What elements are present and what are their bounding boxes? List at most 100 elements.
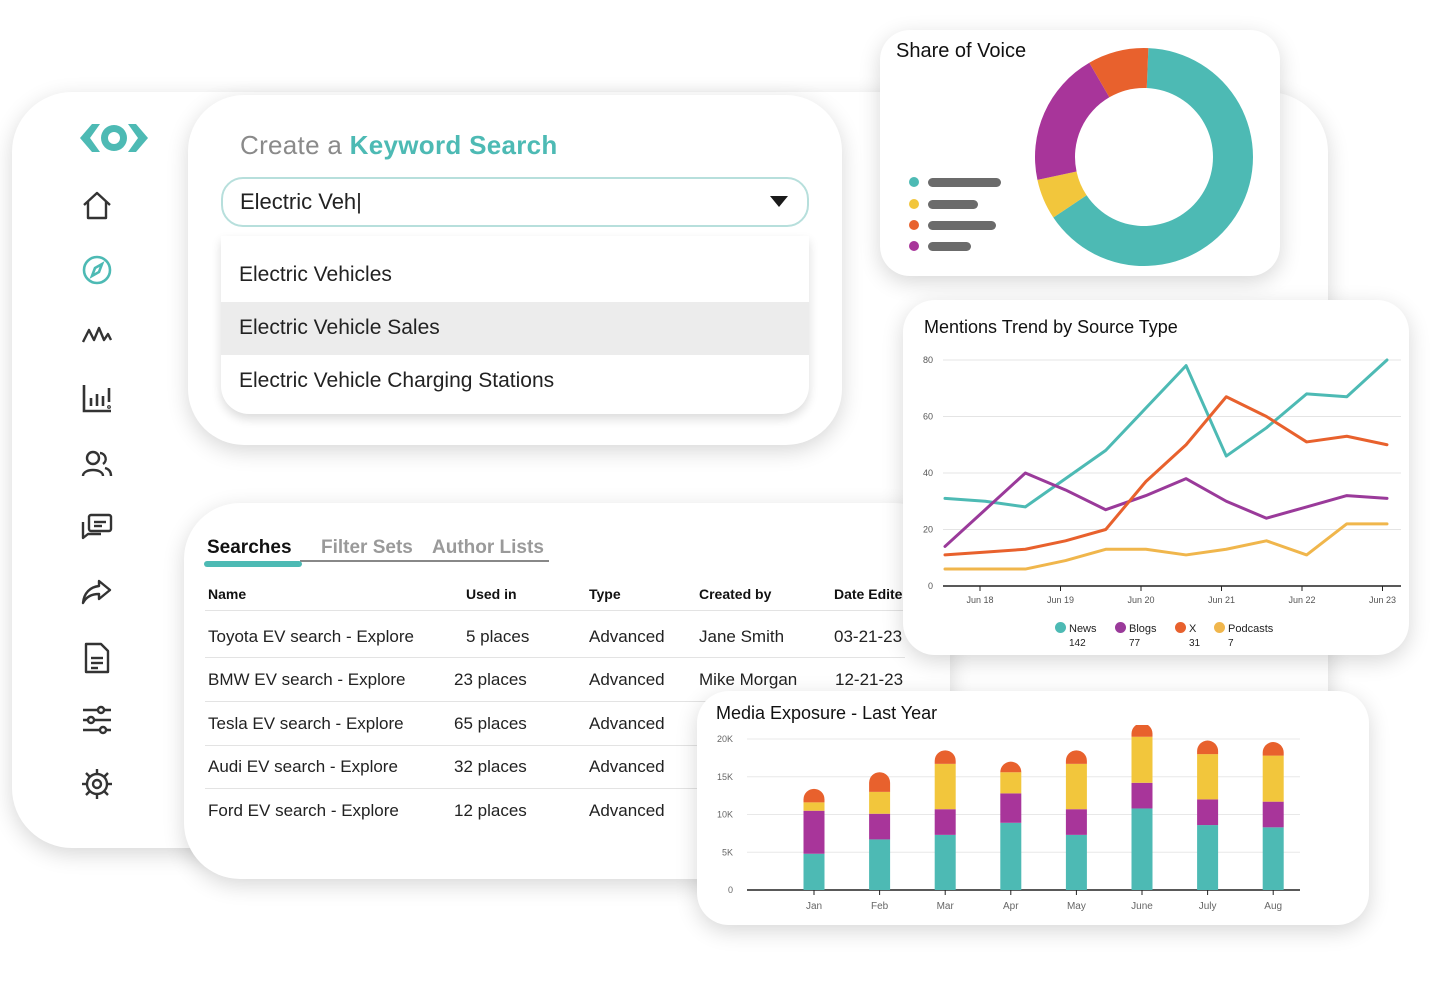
cell-used-in: 5 places [466, 627, 530, 646]
suggestion-item-highlighted[interactable]: Electric Vehicle Sales [221, 302, 809, 355]
x-tick-label: Jun 18 [966, 595, 993, 605]
cell-name[interactable]: Toyota EV search - Explore [208, 627, 414, 646]
legend-dot [1055, 622, 1066, 633]
column-header-used-in[interactable]: Used in [466, 586, 517, 602]
tab-divider [300, 560, 549, 562]
suggestion-item[interactable]: Electric Vehicle Charging Stations [239, 369, 555, 392]
cell-type: Advanced [589, 714, 665, 733]
bar-segment-news [934, 834, 956, 890]
x-tick-label: Jun 21 [1208, 595, 1235, 605]
bar-segment-blogs [869, 813, 891, 840]
cell-name[interactable]: Tesla EV search - Explore [208, 714, 404, 733]
bar-segment-blogs [934, 809, 956, 835]
cell-name[interactable]: Audi EV search - Explore [208, 757, 398, 776]
tab-searches[interactable]: Searches [207, 537, 292, 558]
bar-segment-blogs [803, 810, 825, 854]
row-divider [205, 657, 905, 658]
keyword-search-input[interactable]: Electric Veh| [221, 177, 809, 227]
document-icon[interactable] [79, 640, 115, 676]
y-tick-label: 5K [722, 847, 733, 857]
bar-segment-blogs [1262, 801, 1284, 828]
legend-count: 77 [1129, 638, 1141, 649]
legend-dot-podcasts [909, 199, 919, 209]
bar-chart-icon[interactable] [79, 380, 115, 416]
row-divider [205, 701, 905, 702]
legend-item-podcasts[interactable]: Podcasts [1214, 622, 1273, 635]
legend-placeholder-bar [928, 200, 978, 209]
bar-segment-x [1197, 740, 1219, 755]
legend-dot [1214, 622, 1225, 633]
suggestion-item[interactable]: Electric Vehicles [239, 263, 392, 286]
sliders-icon[interactable] [79, 702, 115, 738]
x-tick-label: July [1199, 901, 1217, 912]
y-tick-label: 40 [923, 468, 933, 478]
bar-segment-podcasts [803, 802, 825, 811]
settings-icon[interactable] [79, 766, 115, 802]
column-header-type[interactable]: Type [589, 586, 621, 602]
column-header-name[interactable]: Name [208, 586, 247, 602]
bar-segment-x [869, 772, 891, 792]
legend-count: 7 [1228, 638, 1234, 649]
cell-name[interactable]: Ford EV search - Explore [208, 801, 399, 820]
compass-icon[interactable] [79, 252, 115, 288]
x-tick-label: Mar [937, 901, 955, 912]
donut-slice-blogs [1035, 62, 1110, 180]
media-exposure-chart[interactable]: 0 5K 10K 15K 20K Jan Feb Mar Apr May June July Aug [697, 725, 1369, 920]
x-tick-label: May [1067, 901, 1086, 912]
bar-segment-x [1131, 725, 1153, 737]
x-tick-label: Apr [1003, 901, 1019, 912]
home-icon[interactable] [79, 188, 115, 224]
bar-segment-news [1262, 827, 1284, 890]
mentions-trend-chart[interactable]: 0 20 40 60 80 Jun 18 Jun 19 Jun 20 Jun 21 Jun 22 J… [903, 340, 1409, 610]
legend-item-x[interactable]: X [1175, 622, 1196, 635]
cell-created-by: Mike Morgan [699, 670, 798, 689]
cell-type: Advanced [589, 627, 665, 646]
active-tab-indicator [204, 561, 302, 567]
series-line-podcasts [943, 522, 1389, 571]
legend-placeholder-bar [928, 242, 971, 251]
column-header-date-edited[interactable]: Date Edite [834, 586, 903, 602]
bar-segment-x [803, 788, 825, 803]
bar-segment-x [1000, 761, 1022, 773]
legend-item-news[interactable]: News [1055, 622, 1097, 635]
legend-dot [1115, 622, 1126, 633]
row-divider [205, 610, 905, 611]
cell-used-in: 23 places [454, 670, 527, 689]
share-icon[interactable] [79, 574, 115, 610]
legend-count: 31 [1189, 638, 1201, 649]
row-divider [205, 745, 905, 746]
users-icon[interactable] [79, 446, 115, 482]
activity-icon[interactable] [79, 316, 115, 352]
bar-segment-blogs [1000, 793, 1022, 823]
legend-dot-blogs [909, 241, 919, 251]
x-tick-label: June [1131, 901, 1153, 912]
column-header-created-by[interactable]: Created by [699, 586, 772, 602]
cell-used-in: 32 places [454, 757, 527, 776]
legend-count: 142 [1069, 638, 1086, 649]
y-tick-label: 20 [923, 525, 933, 535]
bar-segment-news [803, 853, 825, 890]
share-of-voice-donut[interactable] [1032, 45, 1256, 269]
dropdown-caret-icon[interactable] [770, 196, 788, 207]
tab-filter-sets[interactable]: Filter Sets [321, 537, 413, 558]
bar-segment-news [1000, 822, 1022, 890]
x-tick-label: Jun 20 [1127, 595, 1154, 605]
y-tick-label: 80 [923, 355, 933, 365]
chat-icon[interactable] [79, 510, 115, 546]
bar-segment-news [1131, 808, 1153, 890]
y-tick-label: 15K [717, 772, 733, 782]
legend-dot-x [909, 220, 919, 230]
tab-author-lists[interactable]: Author Lists [432, 537, 544, 558]
cell-name[interactable]: BMW EV search - Explore [208, 670, 406, 689]
cell-type: Advanced [589, 757, 665, 776]
bar-segment-podcasts [934, 763, 956, 810]
y-tick-label: 20K [717, 734, 733, 744]
keyword-search-title: Create a Keyword Search [240, 130, 558, 160]
logo-icon[interactable] [78, 120, 150, 156]
bar-segment-podcasts [1131, 736, 1153, 783]
bar-segment-x [934, 750, 956, 764]
legend-item-blogs[interactable]: Blogs [1115, 622, 1157, 635]
x-tick-label: Feb [871, 901, 889, 912]
bar-segment-podcasts [1000, 772, 1022, 794]
y-tick-label: 60 [923, 412, 933, 422]
